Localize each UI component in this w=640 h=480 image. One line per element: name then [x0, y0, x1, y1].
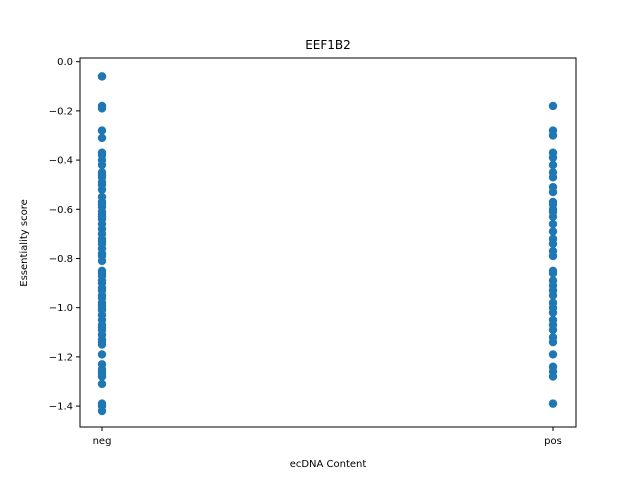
y-tick-label: −1.4	[49, 402, 73, 413]
data-point-pos	[548, 372, 558, 381]
data-point-neg	[97, 126, 107, 135]
y-tick-label: −0.4	[49, 156, 73, 167]
data-point-pos	[548, 239, 558, 248]
data-point-pos	[548, 131, 558, 140]
data-point-neg	[97, 256, 107, 266]
data-point-pos	[548, 291, 558, 300]
data-point-pos	[548, 219, 558, 229]
data-point-pos	[548, 325, 558, 335]
data-point-pos	[548, 160, 558, 170]
y-tick-label: −1.0	[49, 303, 73, 314]
y-tick-label: −0.8	[49, 254, 73, 265]
data-point-pos	[548, 251, 558, 261]
y-tick-label: 0.0	[57, 57, 73, 68]
data-point-neg	[97, 379, 107, 389]
data-point-pos	[548, 212, 558, 221]
data-point-neg	[97, 350, 107, 359]
data-point-pos	[548, 187, 558, 197]
data-point-pos	[548, 350, 558, 359]
y-axis: 0.0 −0.2 −0.4 −0.6 −0.8 −1.0 −1.2 −1.4	[49, 57, 80, 413]
data-point-neg	[97, 185, 107, 194]
data-point-pos	[548, 173, 558, 182]
plot-frame	[79, 57, 577, 428]
data-point-neg	[97, 372, 107, 381]
data-point-pos	[548, 101, 558, 111]
x-axis: neg pos	[93, 427, 562, 447]
data-point-neg	[97, 72, 107, 81]
data-point-pos	[548, 399, 558, 408]
data-point-pos	[548, 308, 558, 317]
data-point-pos	[548, 227, 558, 236]
data-point-pos	[548, 337, 558, 347]
data-point-neg	[97, 340, 107, 349]
data-point-neg	[97, 104, 107, 113]
data-point-neg	[97, 160, 107, 170]
chart-title: EEF1B2	[305, 38, 351, 52]
y-tick-label: −1.2	[49, 352, 73, 363]
x-tick-label-pos: pos	[544, 436, 562, 447]
data-points	[97, 72, 558, 416]
y-tick-label: −0.2	[49, 106, 73, 117]
x-tick-label-neg: neg	[93, 436, 112, 447]
x-axis-label: ecDNA Content	[290, 459, 367, 470]
data-point-neg	[97, 406, 107, 416]
y-tick-label: −0.6	[49, 205, 73, 216]
data-point-pos	[548, 269, 558, 278]
data-point-pos	[548, 153, 558, 162]
data-point-neg	[97, 133, 107, 143]
y-axis-label: Essentiality score	[19, 199, 30, 287]
